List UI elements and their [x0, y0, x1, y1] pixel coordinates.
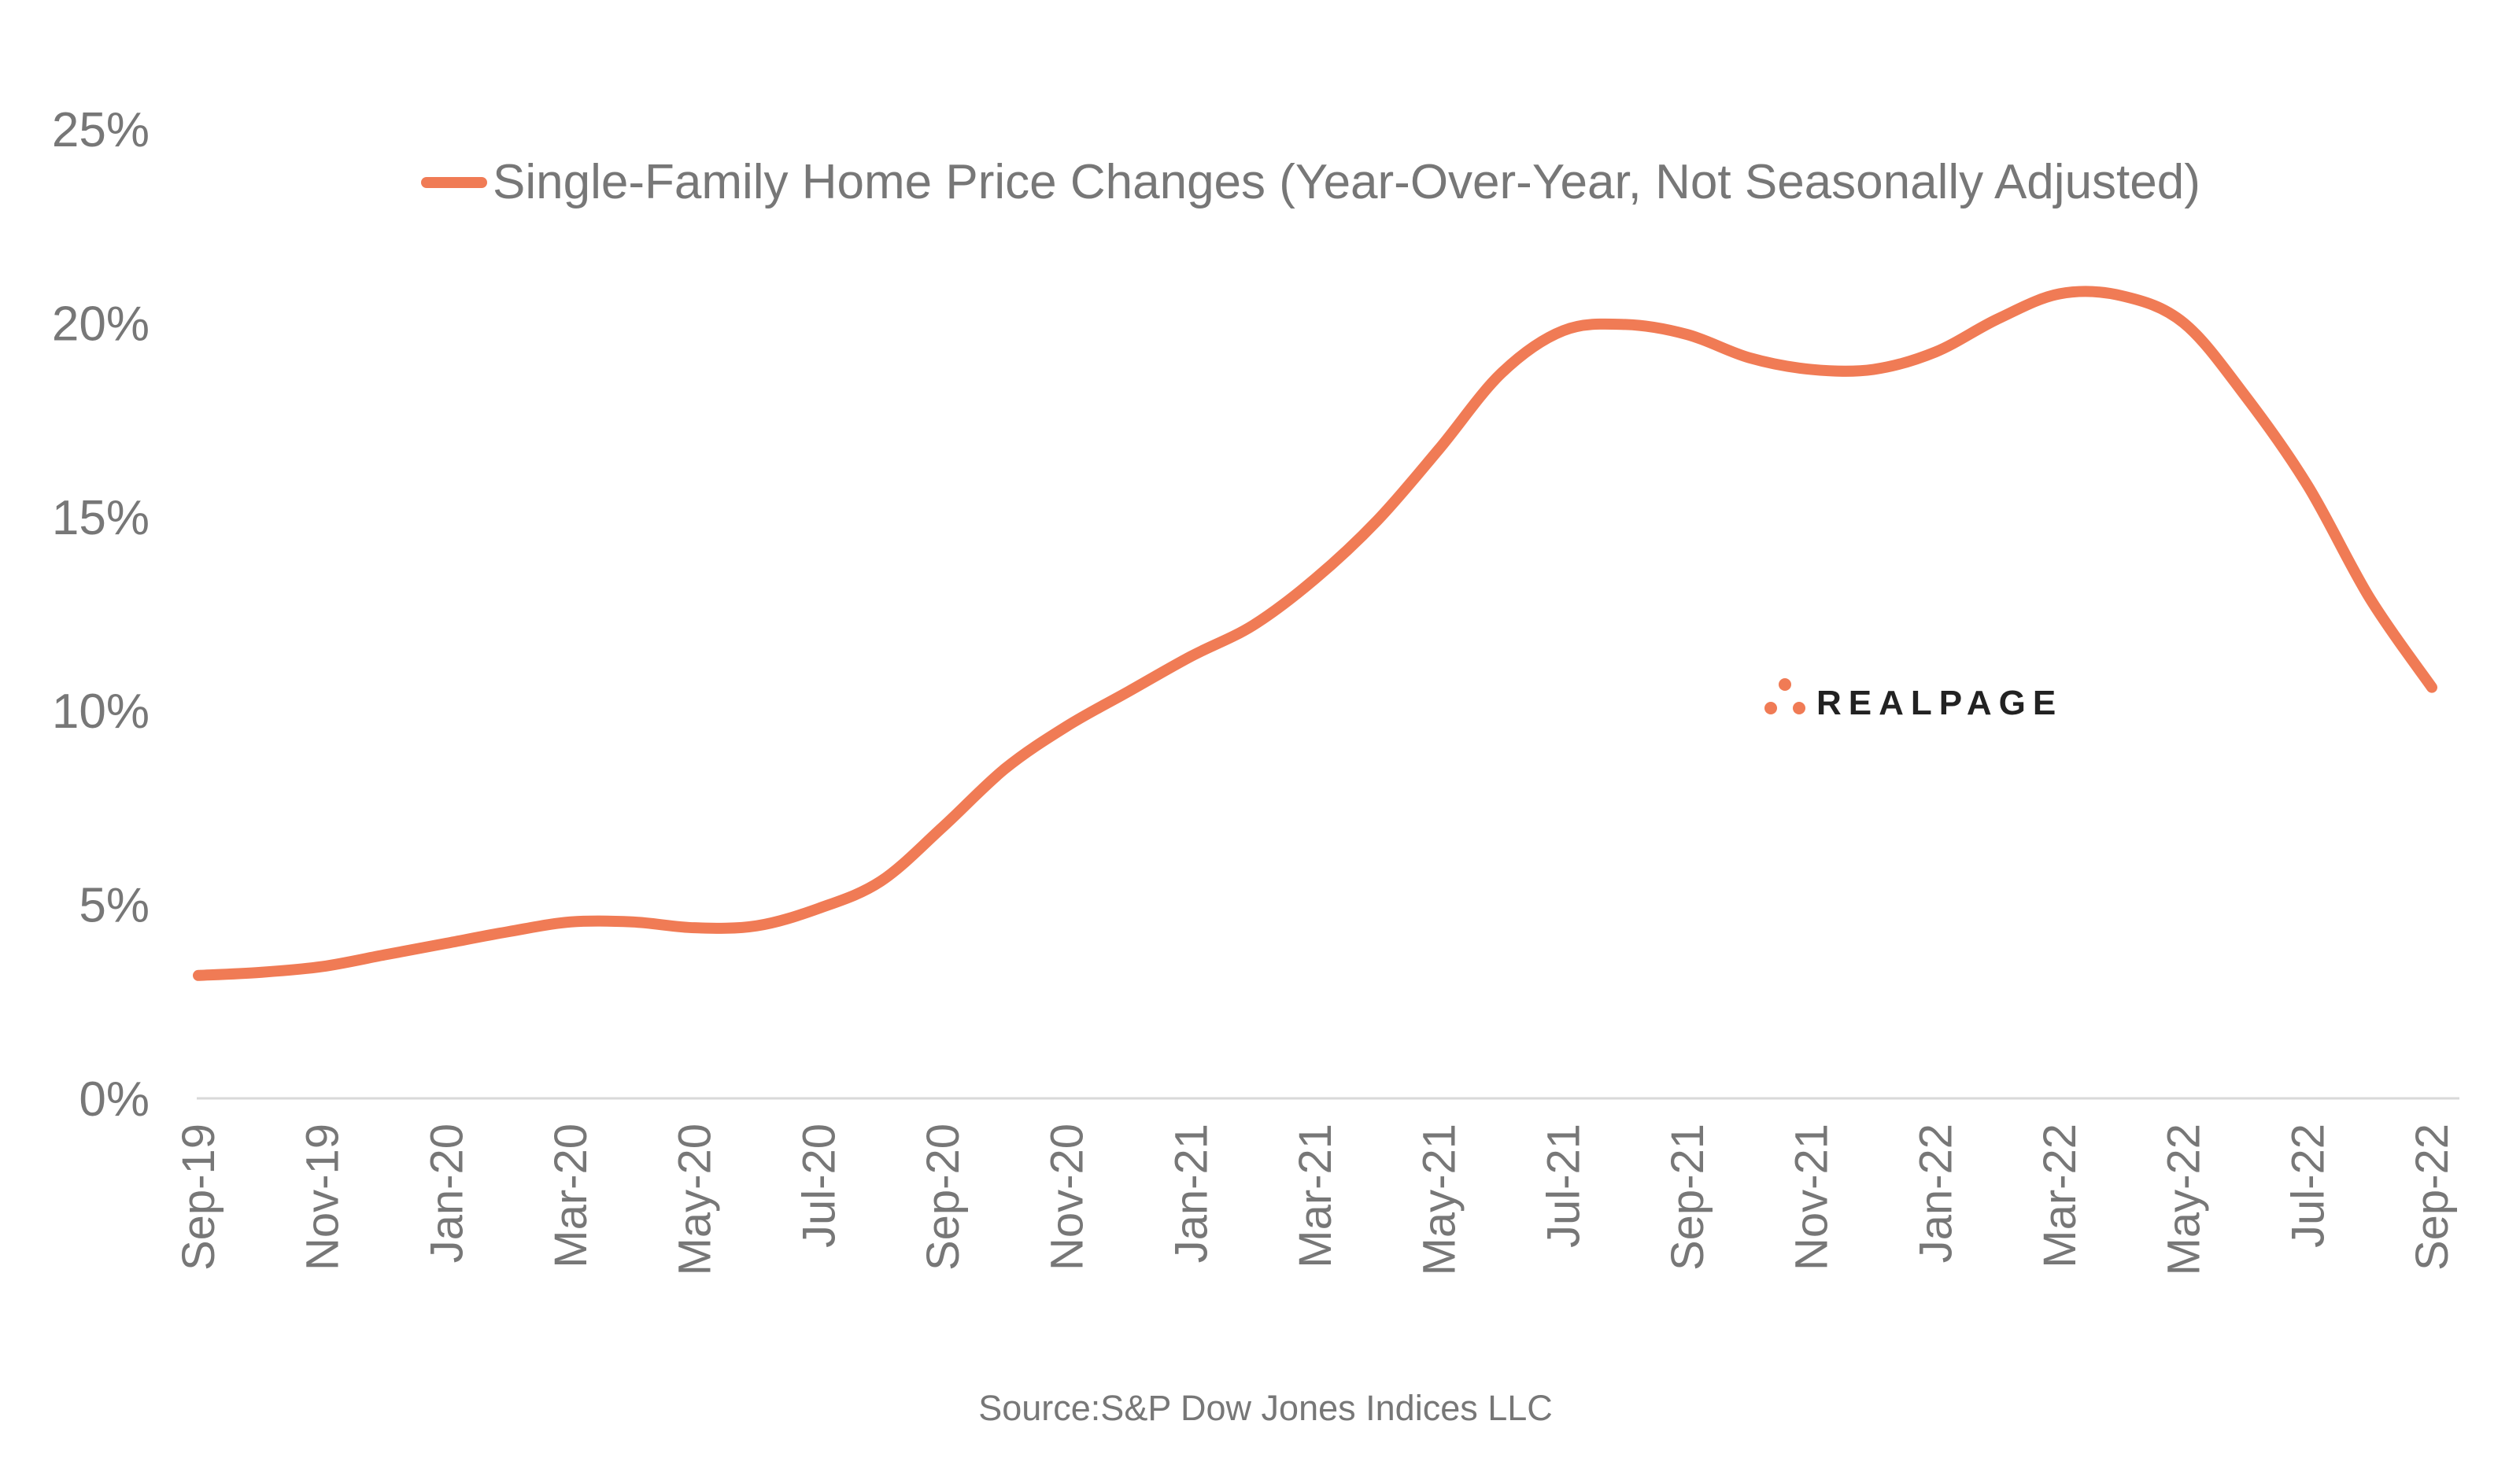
x-tick-label: Jan-20 [421, 1124, 472, 1263]
y-tick-label: 10% [52, 685, 150, 739]
logo-dot [1793, 702, 1805, 714]
source-note: Source:S&P Dow Jones Indices LLC [978, 1388, 1553, 1428]
x-tick-label: Jul-21 [1538, 1124, 1589, 1248]
x-tick-label: Sep-20 [918, 1124, 969, 1271]
x-tick-label: Nov-21 [1787, 1124, 1838, 1271]
y-tick-label: 5% [79, 879, 150, 933]
logo-dot [1779, 678, 1791, 691]
legend-label: Single-Family Home Price Changes (Year-O… [493, 155, 2200, 209]
y-tick-label: 20% [52, 297, 150, 351]
series-line-home-price-changes [193, 286, 2437, 981]
y-tick-label: 0% [79, 1072, 150, 1127]
y-tick-label: 25% [52, 103, 150, 157]
x-tick-label: Nov-19 [297, 1124, 349, 1271]
x-tick-label: May-21 [1414, 1124, 1465, 1275]
x-tick-label: Sep-21 [1662, 1124, 1713, 1271]
x-tick-label: Mar-20 [545, 1124, 597, 1268]
realpage-logo: REALPAGE [1764, 678, 2063, 722]
x-tick-label: May-22 [2159, 1124, 2210, 1275]
logo-dot [1764, 702, 1777, 714]
legend: Single-Family Home Price Changes (Year-O… [421, 155, 2200, 209]
x-tick-label: Mar-21 [1290, 1124, 1341, 1268]
x-tick-label: Mar-22 [2034, 1124, 2086, 1268]
x-tick-label: Jul-22 [2282, 1124, 2333, 1248]
x-axis-ticks: Sep-19 Nov-19 Jan-20 Mar-20 May-20 Jul-20 Sep-… [173, 1124, 2458, 1275]
logo-text: REALPAGE [1816, 684, 2063, 722]
x-tick-label: Sep-22 [2407, 1124, 2458, 1271]
x-tick-label: Jan-22 [1910, 1124, 1961, 1263]
x-tick-label: Jan-21 [1166, 1124, 1217, 1263]
y-tick-label: 15% [52, 491, 150, 545]
y-axis-ticks: 0% 5% 10% 15% 20% 25% [52, 103, 150, 1127]
x-tick-label: Sep-19 [173, 1124, 224, 1271]
x-tick-label: Jul-20 [793, 1124, 844, 1248]
x-tick-label: May-20 [670, 1124, 721, 1275]
x-tick-label: Nov-20 [1042, 1124, 1093, 1271]
